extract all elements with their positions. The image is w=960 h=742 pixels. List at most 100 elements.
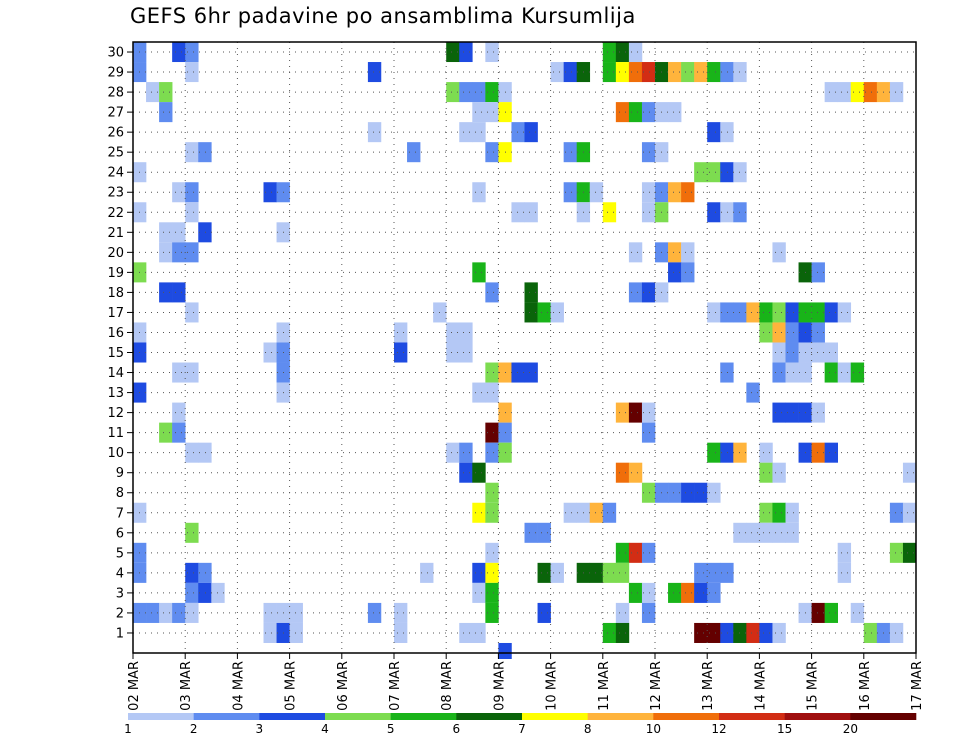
heatmap-cell (681, 482, 695, 503)
heatmap-cell (185, 442, 199, 463)
heatmap-cell (511, 202, 525, 223)
heatmap-cell (668, 102, 682, 123)
heatmap-cell (146, 602, 160, 623)
heatmap-cell (485, 102, 499, 123)
heatmap-cell (772, 342, 786, 363)
heatmap-cell (824, 82, 838, 103)
heatmap-cell (746, 302, 760, 323)
y-tick-label: 23 (107, 186, 124, 201)
heatmap-cell (185, 362, 199, 383)
heatmap-cell (485, 562, 499, 583)
legend-swatch (850, 713, 917, 720)
heatmap-cell (485, 502, 499, 523)
heatmap-cell (472, 582, 486, 603)
y-tick-label: 4 (116, 566, 124, 581)
heatmap-cell (889, 622, 904, 643)
legend-label: 6 (453, 722, 461, 736)
heatmap-cell (707, 122, 721, 143)
heatmap-cell (772, 522, 786, 543)
heatmap-cell (550, 562, 564, 583)
heatmap-cell (720, 362, 734, 383)
heatmap-cell (172, 182, 186, 203)
heatmap-cell (185, 522, 199, 543)
heatmap-cell (394, 342, 408, 363)
heatmap-cell (902, 542, 917, 563)
heatmap-cell (394, 622, 408, 643)
y-tick-label: 17 (107, 306, 124, 321)
heatmap-cell (485, 42, 499, 63)
legend-label: 20 (843, 722, 858, 736)
heatmap-cell (759, 522, 773, 543)
heatmap-cell (707, 482, 721, 503)
y-tick-label: 6 (116, 526, 124, 541)
heatmap-cell (172, 422, 186, 443)
heatmap-cell (159, 422, 173, 443)
heatmap-cell (589, 182, 604, 203)
y-tick-label: 22 (107, 206, 124, 221)
heatmap-cell (524, 522, 538, 543)
heatmap-cell (668, 182, 682, 203)
heatmap-cell (641, 542, 656, 563)
heatmap-cell (472, 462, 486, 483)
heatmap-cell (589, 562, 604, 583)
heatmap-cell (407, 142, 421, 163)
heatmap-cell (472, 262, 486, 283)
heatmap-cell (524, 122, 538, 143)
x-tick-label: 03 MAR (179, 661, 194, 711)
plot-frame (132, 41, 917, 654)
heatmap-cell (785, 342, 799, 363)
heatmap-cell (681, 182, 695, 203)
heatmap-cell (720, 62, 734, 83)
heatmap-cell (289, 602, 303, 623)
heatmap-cell (628, 282, 643, 303)
heatmap-cell (472, 622, 486, 643)
heatmap-cell (681, 62, 695, 83)
heatmap-cell (563, 62, 577, 83)
heatmap-cell (615, 602, 630, 623)
legend-label: 1 (124, 722, 132, 736)
heatmap-cell (641, 202, 656, 223)
heatmap-cell (615, 622, 630, 643)
heatmap-cell (602, 42, 617, 63)
heatmap-cell (628, 462, 643, 483)
heatmap-cell (720, 442, 734, 463)
heatmap-cell (785, 402, 799, 423)
heatmap-cell (759, 462, 773, 483)
heatmap-cell (550, 302, 564, 323)
heatmap-cell (628, 102, 643, 123)
heatmap-cell (746, 522, 760, 543)
heatmap-cell (707, 162, 721, 183)
heatmap-cell (772, 362, 786, 383)
heatmap-cell (694, 482, 708, 503)
heatmap-cell (537, 602, 551, 623)
heatmap-cell (772, 402, 786, 423)
heatmap-cell (772, 502, 786, 523)
y-tick-label: 28 (107, 86, 124, 101)
heatmap-cell (537, 562, 551, 583)
heatmap-cell (681, 242, 695, 263)
heatmap-cell (485, 82, 499, 103)
heatmap-cell (146, 82, 160, 103)
y-tick-label: 30 (107, 46, 124, 61)
heatmap-cell (837, 82, 852, 103)
heatmap-cell (772, 322, 786, 343)
heatmap-cell (694, 162, 708, 183)
heatmap-cell (615, 62, 630, 83)
heatmap-cell (641, 62, 656, 83)
heatmap-cell (811, 402, 825, 423)
heatmap-cell (485, 282, 499, 303)
heatmap-cell (159, 82, 173, 103)
heatmap-cell (602, 622, 617, 643)
y-tick-label: 26 (107, 126, 124, 141)
heatmap-cell (446, 42, 460, 63)
legend-swatch (325, 713, 391, 720)
heatmap-cell (641, 422, 656, 443)
legend-swatch (522, 713, 588, 720)
y-tick-label: 15 (107, 346, 124, 361)
y-tick-label: 7 (116, 506, 124, 521)
heatmap-cell (615, 102, 630, 123)
x-tick-label: 08 MAR (440, 661, 455, 711)
heatmap-cell (172, 362, 186, 383)
heatmap-cell (772, 462, 786, 483)
